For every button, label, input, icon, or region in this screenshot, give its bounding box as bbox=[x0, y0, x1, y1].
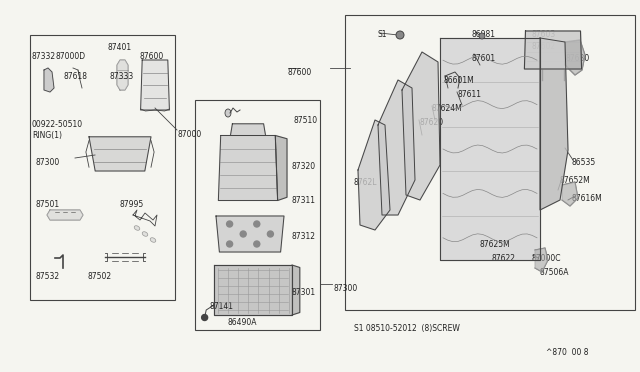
Text: 00922-50510: 00922-50510 bbox=[32, 120, 83, 129]
Text: 87311: 87311 bbox=[292, 196, 316, 205]
Text: 87506A: 87506A bbox=[539, 268, 568, 277]
Text: 87510: 87510 bbox=[294, 116, 318, 125]
Ellipse shape bbox=[142, 232, 148, 236]
Polygon shape bbox=[540, 38, 568, 210]
Text: 87532: 87532 bbox=[35, 272, 59, 281]
Text: 87000D: 87000D bbox=[55, 52, 85, 61]
Text: 87141: 87141 bbox=[210, 302, 234, 311]
Text: 87000: 87000 bbox=[178, 130, 202, 139]
Polygon shape bbox=[89, 137, 151, 171]
Polygon shape bbox=[524, 31, 582, 69]
Polygon shape bbox=[562, 182, 578, 206]
Text: ^870  00 8: ^870 00 8 bbox=[546, 348, 589, 357]
Text: 87601: 87601 bbox=[472, 54, 496, 63]
Circle shape bbox=[227, 241, 232, 247]
Text: 86490A: 86490A bbox=[228, 318, 257, 327]
Circle shape bbox=[202, 314, 207, 321]
Text: 87652M: 87652M bbox=[560, 176, 591, 185]
Text: 87600: 87600 bbox=[288, 68, 312, 77]
Polygon shape bbox=[440, 38, 540, 260]
Polygon shape bbox=[214, 265, 292, 315]
Ellipse shape bbox=[225, 109, 231, 117]
Text: 87332: 87332 bbox=[32, 52, 56, 61]
Text: 87502: 87502 bbox=[88, 272, 112, 281]
Text: 87000C: 87000C bbox=[531, 254, 561, 263]
Polygon shape bbox=[535, 248, 548, 272]
Text: 87603: 87603 bbox=[532, 30, 556, 39]
Text: 86601M: 86601M bbox=[444, 76, 475, 85]
Text: 86535: 86535 bbox=[572, 158, 596, 167]
Text: 87995: 87995 bbox=[120, 200, 144, 209]
Ellipse shape bbox=[134, 226, 140, 230]
Circle shape bbox=[227, 221, 232, 227]
Polygon shape bbox=[141, 60, 170, 110]
Text: 87622: 87622 bbox=[491, 254, 515, 263]
Text: 87625M: 87625M bbox=[479, 240, 509, 249]
Text: 87630: 87630 bbox=[565, 54, 589, 63]
Polygon shape bbox=[218, 135, 278, 201]
Text: 87300: 87300 bbox=[334, 284, 358, 293]
Text: S1: S1 bbox=[378, 30, 387, 39]
Text: 87300: 87300 bbox=[35, 158, 60, 167]
Text: 87501: 87501 bbox=[35, 200, 59, 209]
Text: 87611: 87611 bbox=[457, 90, 481, 99]
Text: 8762L: 8762L bbox=[354, 178, 378, 187]
Text: 87333: 87333 bbox=[110, 72, 134, 81]
Text: 87618: 87618 bbox=[63, 72, 87, 81]
Polygon shape bbox=[44, 68, 54, 92]
Polygon shape bbox=[378, 80, 415, 215]
Polygon shape bbox=[565, 40, 585, 75]
Bar bbox=[30, 35, 175, 300]
Circle shape bbox=[254, 241, 260, 247]
Circle shape bbox=[268, 231, 273, 237]
Polygon shape bbox=[292, 265, 300, 315]
Text: 87312: 87312 bbox=[292, 232, 316, 241]
Circle shape bbox=[479, 33, 485, 39]
Polygon shape bbox=[117, 60, 128, 90]
Text: RING(1): RING(1) bbox=[32, 131, 62, 140]
Text: 87624M: 87624M bbox=[432, 104, 463, 113]
Text: 87616M: 87616M bbox=[572, 194, 603, 203]
Text: 87602: 87602 bbox=[532, 42, 556, 51]
Text: 87301: 87301 bbox=[292, 288, 316, 297]
Polygon shape bbox=[402, 52, 440, 200]
Text: 87600: 87600 bbox=[140, 52, 164, 61]
Ellipse shape bbox=[150, 238, 156, 242]
Text: S1 08510-52012  (8)SCREW: S1 08510-52012 (8)SCREW bbox=[354, 324, 460, 333]
Text: 87620: 87620 bbox=[419, 118, 443, 127]
Polygon shape bbox=[230, 124, 266, 135]
Polygon shape bbox=[275, 135, 287, 201]
Text: 87401: 87401 bbox=[108, 43, 132, 52]
Bar bbox=[345, 15, 635, 310]
Circle shape bbox=[254, 221, 260, 227]
Polygon shape bbox=[216, 216, 284, 252]
Text: 86981: 86981 bbox=[472, 30, 496, 39]
Text: 87320: 87320 bbox=[292, 162, 316, 171]
Polygon shape bbox=[47, 210, 83, 220]
Bar bbox=[195, 100, 320, 330]
Polygon shape bbox=[358, 120, 390, 230]
Circle shape bbox=[240, 231, 246, 237]
Circle shape bbox=[396, 31, 404, 39]
